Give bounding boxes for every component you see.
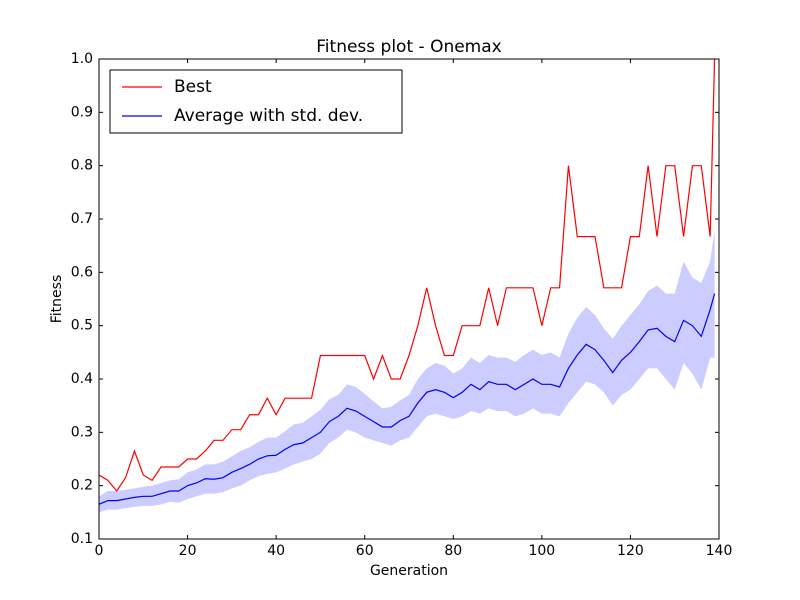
y-tick-label: 0.2 [71,478,93,494]
y-tick-label: 0.5 [71,318,93,334]
std-band [99,229,715,513]
y-tick-label: 0.7 [71,211,93,227]
y-tick-label: 0.6 [71,264,93,280]
y-tick-label: 0.3 [71,424,93,440]
y-tick-label: 0.8 [71,158,93,174]
series-line [99,59,716,493]
y-tick-label: 1.0 [71,51,93,67]
x-tick-label: 60 [356,543,374,559]
x-axis-label: Generation [370,563,448,579]
x-tick-label: 140 [706,543,733,559]
y-tick-label: 0.1 [71,531,93,547]
legend-label: Average with std. dev. [174,106,363,126]
legend-label: Best [174,77,212,97]
y-tick-label: 0.9 [71,104,93,120]
series-line [99,293,716,505]
x-tick-label: 80 [444,543,462,559]
y-axis-label: Fitness [49,275,65,324]
x-tick-label: 40 [267,543,285,559]
y-tick-label: 0.4 [71,371,93,387]
chart-title: Fitness plot - Onemax [316,37,501,57]
legend-box [109,69,403,134]
x-tick-label: 20 [179,543,197,559]
x-tick-label: 120 [617,543,644,559]
x-tick-label: 0 [95,543,104,559]
x-tick-label: 100 [528,543,555,559]
plot-area [99,59,716,513]
axes-frame [98,58,720,540]
